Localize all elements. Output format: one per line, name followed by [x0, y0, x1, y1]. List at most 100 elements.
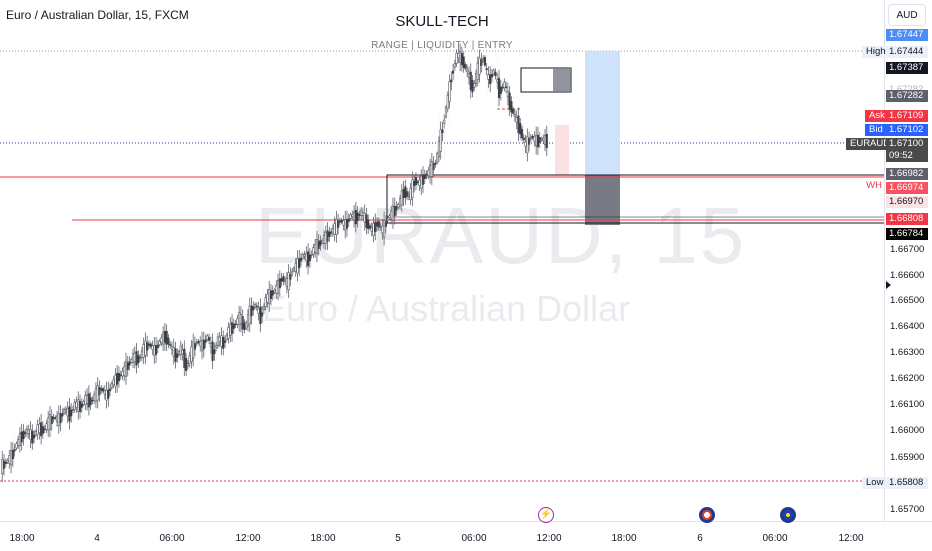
candle-body [409, 187, 412, 201]
candle-body [43, 428, 46, 431]
candle-body [299, 258, 303, 262]
currency-button[interactable]: AUD [888, 4, 926, 26]
zone-mid-label: 1.66970 [886, 196, 928, 208]
lightning-event-icon[interactable]: ⚡ [538, 507, 554, 523]
order-box-fill [553, 68, 571, 92]
candle-body [252, 306, 255, 311]
candle-body [4, 462, 7, 464]
candle-body [229, 323, 232, 336]
candle-body [96, 385, 99, 401]
candle-body [200, 339, 204, 352]
candle-body [421, 174, 425, 185]
candle-body [63, 409, 66, 414]
candle-body [457, 53, 460, 59]
candle-body [15, 443, 18, 449]
candle-body [89, 397, 92, 406]
ask-tag: Ask [865, 110, 886, 122]
candle-body [494, 71, 497, 77]
candle-body [420, 175, 423, 189]
candle-body [137, 355, 140, 363]
candle-body [163, 331, 166, 343]
candle-body [197, 340, 200, 344]
candle-body [492, 70, 495, 75]
candle-body [462, 56, 465, 68]
candle-body [397, 204, 400, 208]
price-tick: 1.66400 [890, 321, 925, 332]
candle-body [298, 258, 301, 269]
candle-body [80, 403, 83, 408]
candle-body [384, 221, 387, 227]
eu-flag-icon[interactable] [780, 507, 796, 523]
candle-body [41, 426, 44, 434]
time-tick: 6 [697, 533, 703, 544]
candle-body [446, 94, 449, 110]
candle-body [128, 361, 131, 366]
candle-body [176, 353, 179, 358]
candle-body [443, 119, 446, 124]
candle-body [324, 231, 327, 244]
candle-body [418, 180, 421, 186]
candle-body [467, 73, 471, 79]
candle-body [227, 327, 230, 339]
candle-body [107, 389, 110, 399]
candle-body [250, 305, 253, 317]
chart-pane[interactable]: EURAUD, 15 Euro / Australian Dollar Euro… [0, 0, 884, 521]
candle-body [75, 401, 78, 408]
candle-body [319, 240, 322, 246]
candle-body [347, 218, 350, 222]
candle-body [407, 194, 410, 197]
candle-body [374, 221, 377, 233]
candle-body [261, 312, 264, 317]
candle-body [255, 305, 258, 308]
price-tick: 1.66600 [890, 270, 925, 281]
brand-title: SKULL-TECH [395, 13, 489, 30]
candle-body [354, 210, 357, 225]
price-chart[interactable] [0, 0, 884, 521]
price-axis[interactable] [884, 0, 932, 521]
candle-body [139, 357, 142, 359]
candle-body [391, 205, 395, 221]
candle-body [179, 345, 182, 356]
candle-body [84, 395, 87, 406]
stop-zone [585, 175, 620, 225]
candle-body [393, 205, 396, 217]
time-tick: 18:00 [9, 533, 35, 544]
symbol-title[interactable]: Euro / Australian Dollar, 15, FXCM [6, 8, 189, 22]
candle-body [375, 222, 379, 227]
candle-body [361, 212, 364, 216]
candle-body [528, 138, 531, 145]
candle-body [402, 189, 405, 198]
candle-body [365, 214, 368, 228]
price-tick: 1.66000 [890, 425, 925, 436]
candle-body [406, 191, 409, 197]
symbol-tag: EURAUD [846, 138, 890, 150]
candle-body [282, 276, 285, 282]
time-tick: 06:00 [762, 533, 788, 544]
risk-zone [555, 125, 569, 175]
candle-body [383, 219, 386, 238]
candle-body [388, 215, 391, 218]
candle-body [17, 439, 20, 446]
candle-body [489, 74, 492, 85]
high-tag: High [862, 46, 886, 58]
candle-body [276, 280, 280, 294]
candle-body [13, 449, 16, 452]
time-axis[interactable] [0, 521, 932, 551]
candle-body [310, 254, 313, 256]
candle-body [490, 74, 494, 78]
candle-body [70, 409, 73, 417]
candle-body [545, 133, 548, 148]
candle-body [100, 388, 103, 391]
candle-body [48, 414, 52, 430]
candle-body [505, 86, 508, 88]
candle-body [264, 297, 267, 308]
candle-body [524, 141, 527, 147]
high-value-label: 1.67444 [886, 46, 928, 58]
candle-body [377, 221, 380, 228]
australia-flag-icon[interactable] [699, 507, 715, 523]
candle-body [218, 336, 221, 342]
candle-body [223, 340, 227, 343]
candle-body [404, 186, 407, 199]
candle-body [515, 117, 518, 123]
bid-tag: Bid [865, 124, 886, 136]
